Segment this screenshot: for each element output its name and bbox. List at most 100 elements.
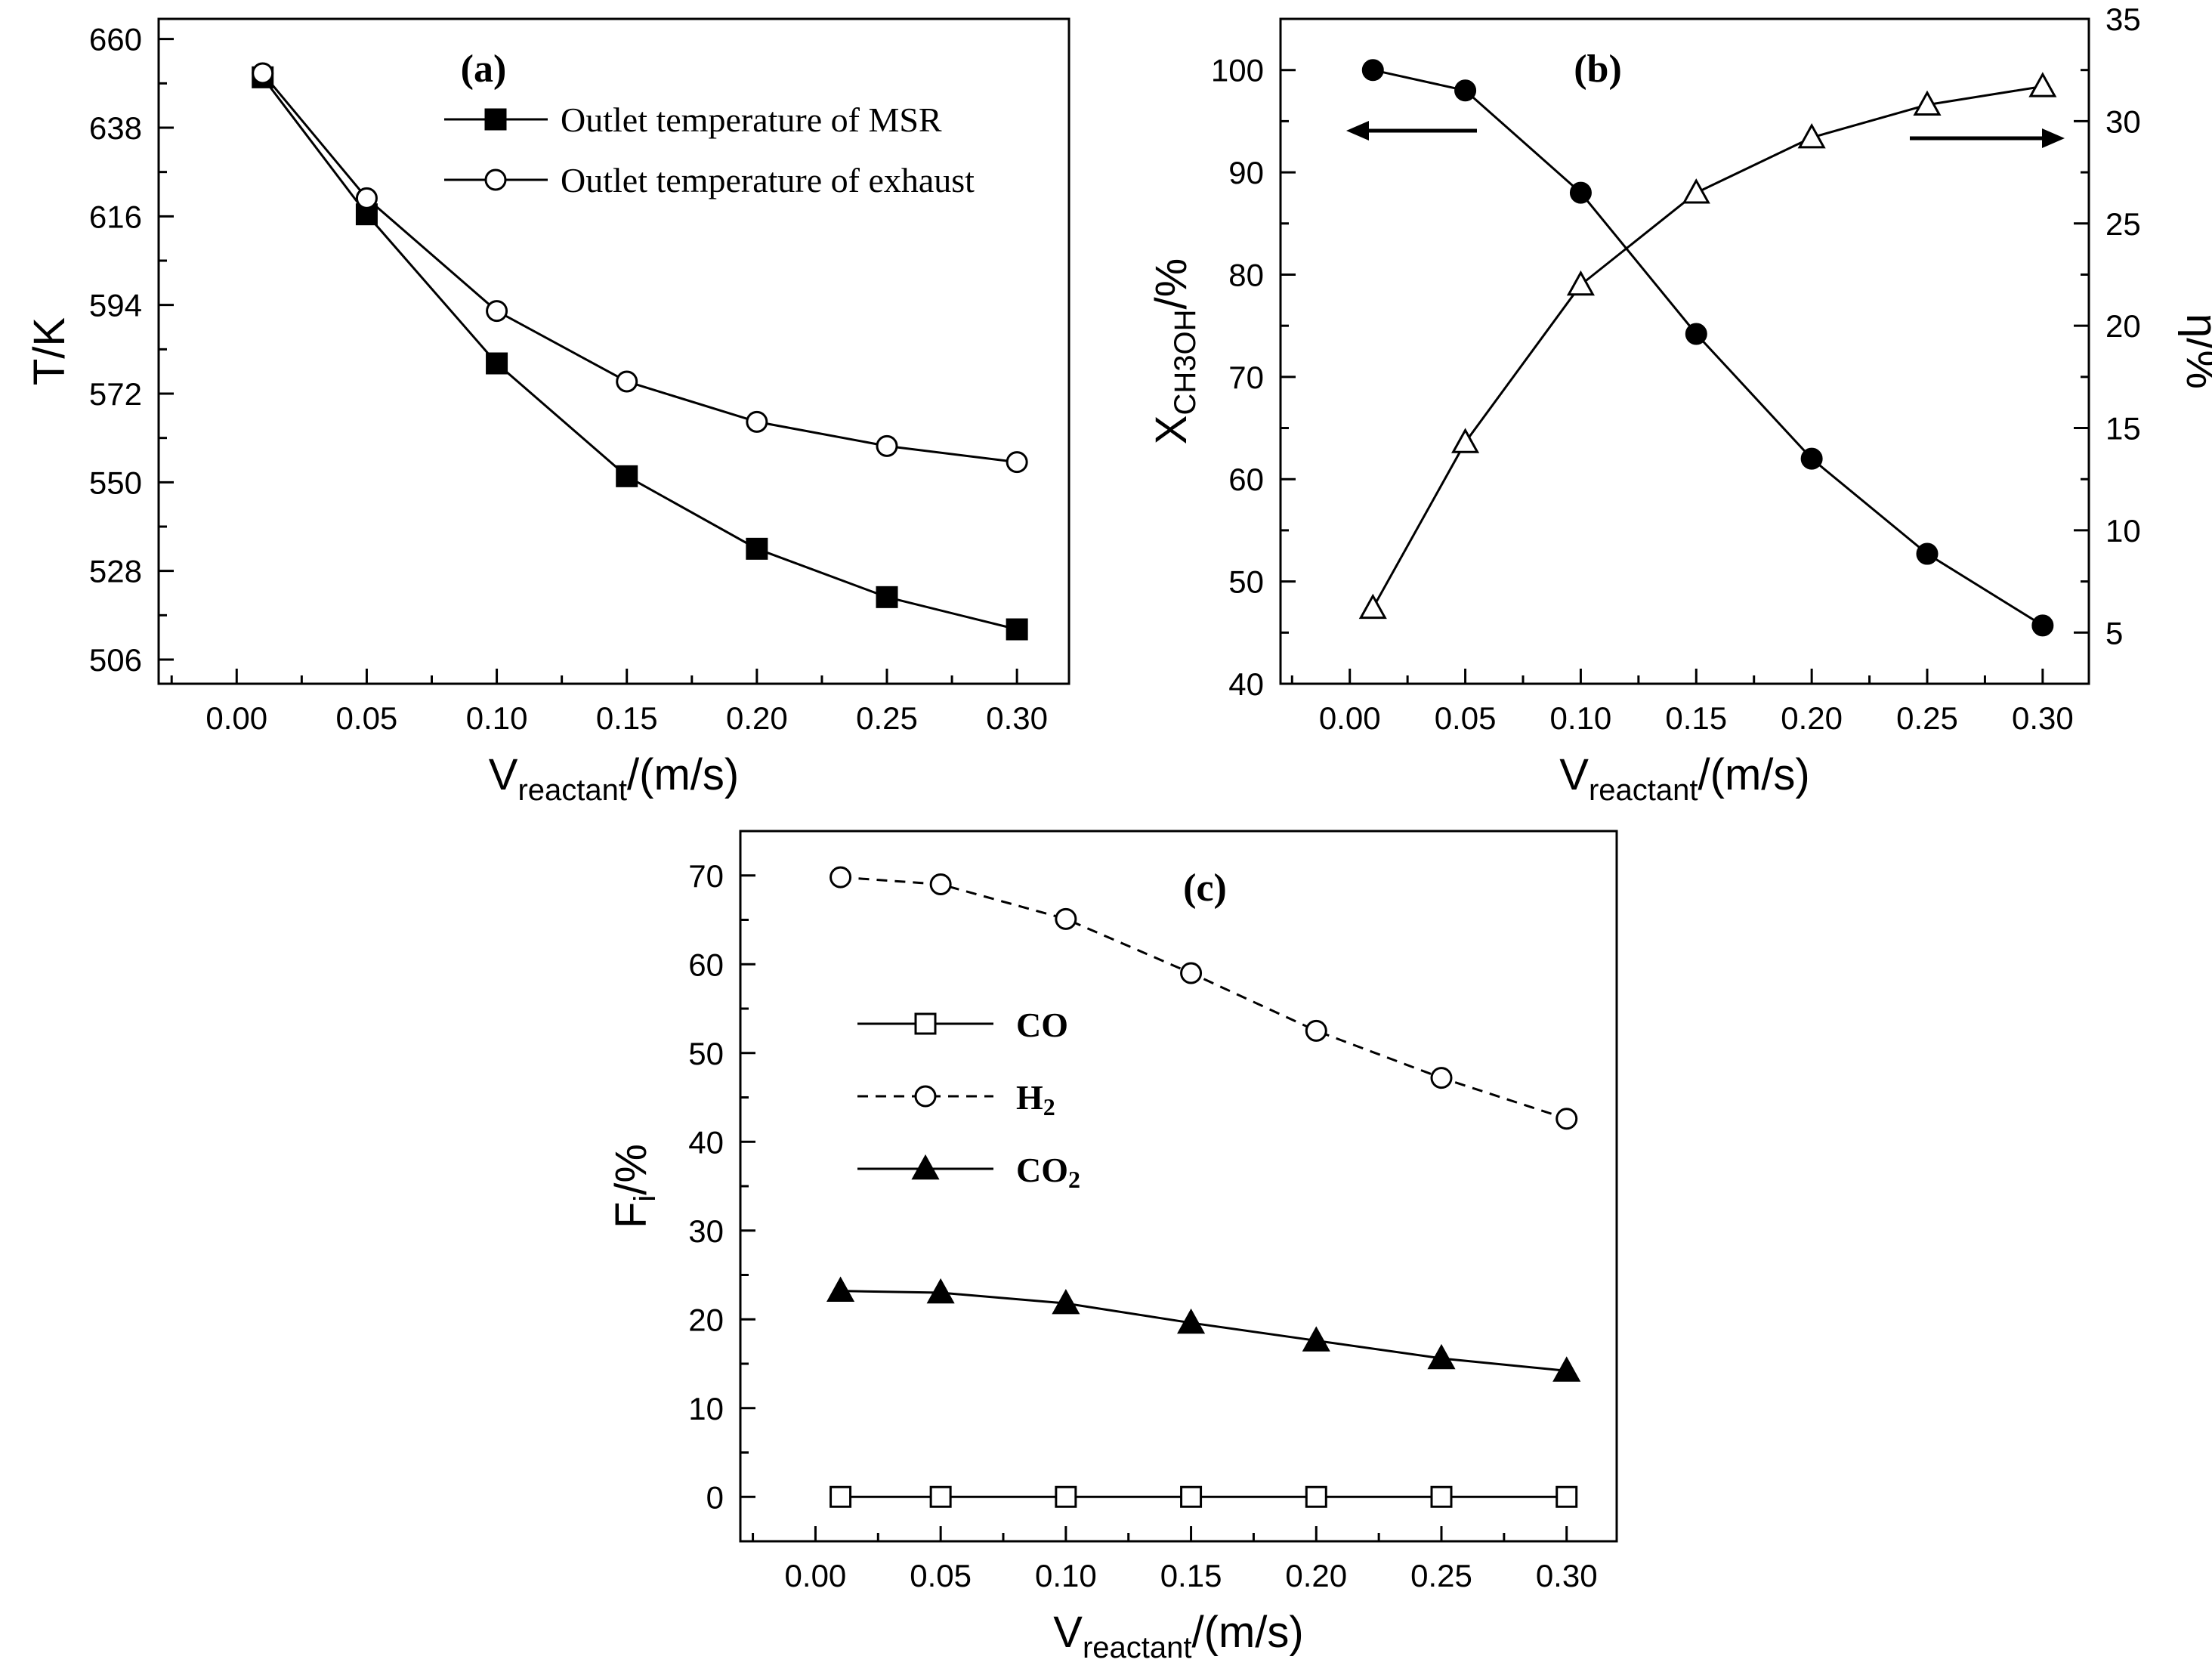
y2-tick-label-b: 20 [2105,308,2141,344]
data-point-c-2-5 [1427,1343,1456,1370]
legend-marker-c-1 [914,1085,937,1108]
y-tick-label-a: 638 [89,110,142,146]
data-point-b-1-2 [1566,270,1595,296]
data-point-b-0-5 [1916,542,1939,565]
data-point-a-1-3 [616,370,638,393]
data-point-c-1-2 [1055,907,1077,930]
data-point-c-0-1 [929,1485,952,1508]
data-point-b-0-0 [1361,59,1384,82]
data-point-c-1-3 [1180,962,1203,984]
y-tick-label-a: 528 [89,554,142,589]
x-tick-label-a: 0.10 [466,700,528,736]
legend-label-a-0: Outlet temperature of MSR [561,100,942,139]
y-tick-label-c: 10 [688,1391,724,1426]
data-point-a-1-2 [486,300,508,323]
y-tick-label-a: 572 [89,376,142,412]
data-point-c-0-5 [1430,1485,1453,1508]
data-point-b-1-5 [1913,90,1942,116]
panel-a: 0.00 0.05 0.10 0.15 0.20 0.25 0.30 506 528 550 572… [25,17,1070,807]
y-tick-label-b: 60 [1228,462,1264,497]
data-point-a-1-1 [355,187,378,209]
data-point-b-1-3 [1682,178,1710,204]
data-point-a-0-2 [486,352,508,375]
y2-tick-label-b: 30 [2105,104,2141,139]
series-line-a-0 [261,76,1018,631]
x-tick-label-b: 0.10 [1550,700,1612,736]
data-point-b-0-2 [1569,181,1592,204]
legend-marker-c-0 [914,1012,937,1035]
x-tick-label-b: 0.00 [1319,700,1381,736]
y-tick-label-c: 30 [688,1213,724,1249]
plot-frame-a [157,17,1070,685]
y-tick-label-c: 70 [688,858,724,894]
y2-tick-label-b: 25 [2105,206,2141,242]
legend-label-c-1: H2 [1016,1078,1055,1120]
data-point-a-0-3 [616,465,638,487]
panel-label-c: (c) [1183,867,1227,910]
legend-marker-c-2 [911,1154,940,1180]
series-line-b-0 [1372,69,2044,627]
x-tick-label-b: 0.30 [2012,700,2074,736]
x-axis-label-c: Vreactant/(m/s) [1053,1608,1303,1664]
y-tick-label-a: 506 [89,642,142,678]
panel-c: 0.00 0.05 0.10 0.15 0.20 0.25 0.30 0 10 20 30 40 50 6… [607,830,1618,1664]
legend-label-c-0: CO [1016,1006,1068,1044]
y-tick-label-b: 90 [1228,155,1264,190]
data-point-c-1-6 [1556,1108,1578,1130]
data-point-b-0-3 [1685,323,1707,345]
x-tick-label-a: 0.00 [205,700,267,736]
plot-frame-b [1279,17,2090,685]
data-point-a-1-5 [876,434,898,457]
y-tick-label-b: 80 [1228,257,1264,292]
legend-label-c-2: CO2 [1016,1151,1080,1193]
data-point-c-0-6 [1556,1485,1578,1508]
y-tick-label-a: 660 [89,22,142,57]
x-axis-label-b: Vreactant/(m/s) [1559,750,1809,807]
data-point-c-1-4 [1305,1019,1327,1042]
left-axis-arrow-head [1346,121,1369,141]
data-point-c-2-1 [926,1278,955,1304]
x-tick-label-c: 0.10 [1035,1558,1097,1593]
x-tick-label-c: 0.05 [910,1558,972,1593]
data-point-b-0-6 [2031,614,2054,637]
y-tick-label-c: 60 [688,947,724,982]
x-tick-label-b: 0.15 [1665,700,1727,736]
data-point-c-1-0 [830,866,852,888]
plot-frame-c [739,830,1618,1543]
x-tick-label-a: 0.25 [856,700,918,736]
x-tick-label-c: 0.15 [1160,1558,1222,1593]
y-axis-label-b: XCH3OH/% [1147,258,1202,444]
y-tick-label-c: 20 [688,1302,724,1337]
data-point-b-1-1 [1451,428,1480,453]
y-tick-label-b: 100 [1211,53,1264,88]
y2-axis-label-b: η/% [2177,314,2212,389]
data-point-a-0-4 [746,537,768,560]
data-point-c-0-2 [1055,1485,1077,1508]
y2-tick-label-b: 10 [2105,513,2141,549]
x-tick-label-a: 0.15 [596,700,658,736]
panel-b: 0.00 0.05 0.10 0.15 0.20 0.25 0.30 40 50 60 70 80 90… [1147,2,2212,807]
data-point-a-0-1 [355,203,378,226]
data-point-c-2-4 [1302,1326,1330,1352]
data-point-a-0-6 [1006,618,1028,641]
x-tick-label-b: 0.20 [1781,700,1843,736]
y-tick-label-a: 550 [89,465,142,500]
y-axis-label-c: Fi/% [607,1144,662,1228]
y2-tick-label-b: 35 [2105,2,2141,37]
y-tick-label-b: 40 [1228,666,1264,702]
x-tick-label-c: 0.20 [1285,1558,1347,1593]
panel-label-a: (a) [461,48,507,91]
data-point-c-1-5 [1430,1067,1453,1089]
data-point-c-0-4 [1305,1485,1327,1508]
data-point-a-1-4 [746,410,768,433]
x-tick-label-b: 0.05 [1435,700,1497,736]
y-tick-label-b: 50 [1228,564,1264,600]
legend-label-a-1: Outlet temperature of exhaust [561,161,975,199]
y2-tick-label-b: 5 [2105,615,2123,651]
data-point-b-0-4 [1800,447,1823,470]
panel-label-b: (b) [1574,48,1622,91]
y-tick-label-c: 40 [688,1124,724,1160]
x-tick-label-c: 0.00 [785,1558,847,1593]
data-point-b-0-1 [1454,79,1477,102]
data-point-c-2-0 [826,1276,855,1302]
